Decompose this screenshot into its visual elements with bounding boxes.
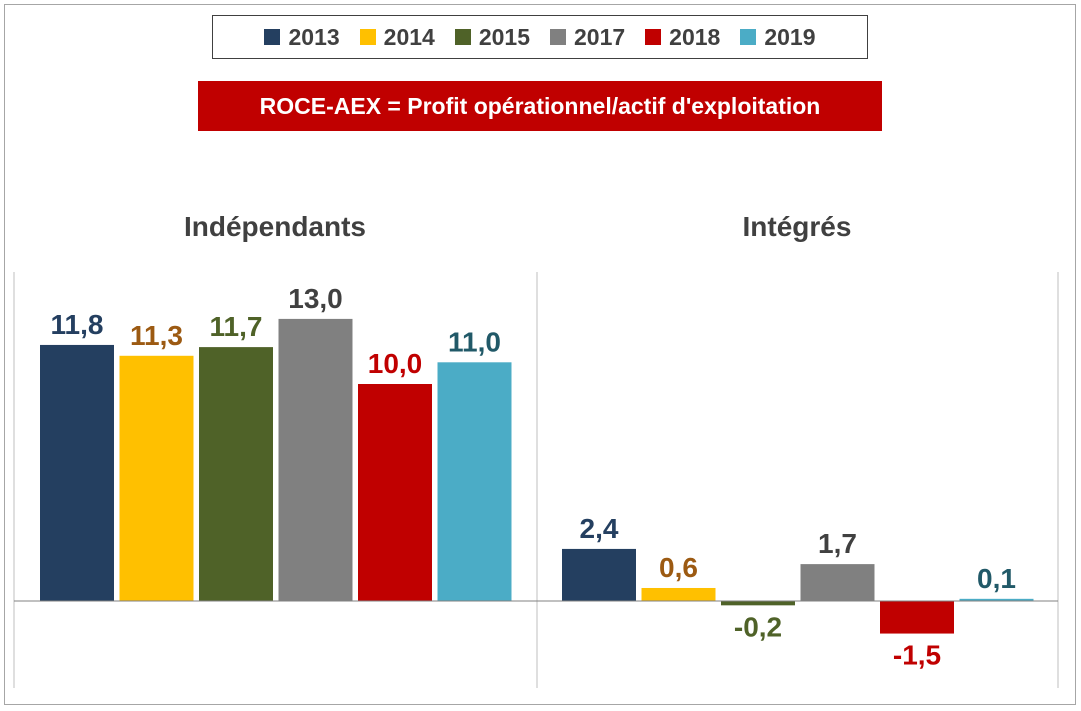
bar-2019 [959, 598, 1034, 601]
legend-label-2019: 2019 [764, 23, 816, 50]
data-label-2015: -0,2 [734, 611, 782, 642]
legend-item-2019: 2019 [740, 23, 816, 51]
legend-label-2013: 2013 [288, 23, 340, 50]
bar-2014 [119, 355, 194, 601]
data-label-2019: 0,1 [977, 563, 1016, 594]
panel-2: Intégrés 2,4 0,6 -0,2 1,7 -1,5 0,1 [537, 211, 1058, 671]
legend-swatch-2013 [264, 29, 281, 45]
legend-label-2017: 2017 [574, 23, 626, 50]
legend-swatch-2018 [645, 29, 662, 45]
bar-2015 [721, 601, 795, 606]
bar-2019 [437, 362, 512, 601]
chart-frame [4, 4, 1076, 705]
data-label-2017: 13,0 [288, 283, 343, 314]
legend-item-2015: 2015 [454, 23, 530, 51]
bar-2013 [40, 344, 114, 601]
legend-label-2015: 2015 [478, 23, 530, 50]
data-label-2019: 11,0 [448, 326, 501, 357]
legend-item-2013: 2013 [264, 23, 340, 51]
data-label-2018: 10,0 [368, 348, 423, 379]
data-label-2013: 11,8 [51, 309, 104, 340]
bar-2014 [641, 587, 716, 601]
data-label-2014: 11,3 [130, 320, 183, 351]
bar-2017 [278, 318, 353, 601]
panel-title: Intégrés [743, 211, 852, 242]
panel-1: Indépendants 11,8 11,3 11,7 13,0 10,0 11,0 [14, 211, 537, 602]
bar-2013 [562, 548, 636, 601]
legend-label-2018: 2018 [669, 23, 721, 50]
bar-2015 [199, 347, 273, 601]
legend-swatch-2014 [359, 29, 376, 45]
legend-item-2018: 2018 [645, 24, 720, 51]
legend: 2013 2014 2015 2017 2018 2019 [212, 15, 868, 59]
legend-item-2014: 2014 [359, 23, 435, 51]
data-label-2015: 11,7 [210, 311, 263, 342]
legend-swatch-2019 [740, 29, 757, 45]
panel-title: Indépendants [184, 211, 366, 242]
data-label-2014: 0,6 [659, 552, 698, 583]
legend-item-2017: 2017 [550, 24, 625, 51]
legend-label-2014: 2014 [383, 23, 435, 50]
bar-2018 [358, 384, 432, 601]
data-label-2017: 1,7 [818, 528, 857, 559]
data-label-2018: -1,5 [893, 640, 941, 671]
data-label-2013: 2,4 [580, 513, 619, 544]
legend-swatch-2017 [550, 29, 566, 45]
bar-2018 [880, 601, 954, 634]
bar-2017 [800, 564, 875, 601]
legend-swatch-2015 [454, 29, 471, 45]
formula-banner: ROCE-AEX = Profit opérationnel/actif d'e… [198, 81, 882, 131]
